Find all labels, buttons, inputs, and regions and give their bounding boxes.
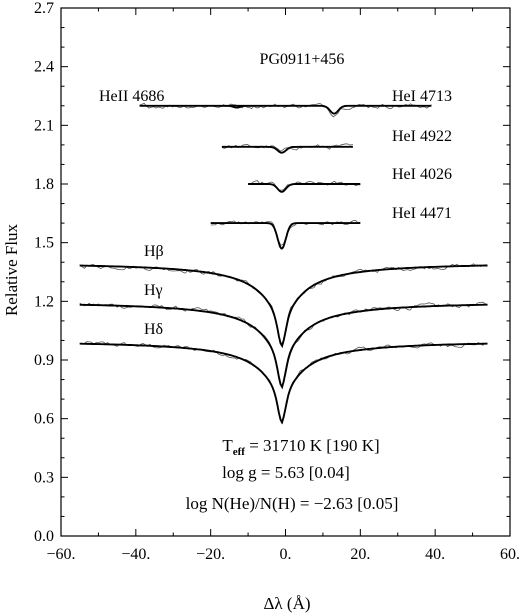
observed-spectrum-hei-4713 [139,102,432,118]
series-layer [79,102,488,425]
model-fit-hbeta [79,264,488,349]
y-tick-label: 1.8 [34,176,54,193]
y-tick-label: 2.1 [34,117,54,134]
y-tick-label: 0.9 [34,352,54,369]
x-tick-label: 0. [280,546,292,563]
x-tick-label: −20. [196,546,225,563]
y-tick-label: 1.2 [34,293,54,310]
y-axis-label: Relative Flux [2,223,21,316]
x-tick-label: −40. [121,546,150,563]
teff-symbol: T [222,436,233,455]
helium-abundance-annotation: log N(He)/N(H) = −2.63 [0.05] [186,494,399,513]
series-label-hei-4026: HeI 4026 [392,166,452,183]
y-tick-label: 2.4 [34,59,54,76]
teff-annotation: Teff = 31710 K [190 K] [222,436,379,458]
model-fit-hei-4471 [210,222,361,250]
y-tick-label: 0.3 [34,469,54,486]
x-tick-label: −60. [46,546,75,563]
y-tick-label: 1.5 [34,235,54,252]
logg-annotation: log g = 5.63 [0.04] [222,463,350,482]
model-fit-hei-4713 [139,104,432,115]
y-tick-label: 2.7 [34,0,54,17]
series-label-hbeta: Hβ [144,243,164,260]
series-label-hgamma: Hγ [144,282,163,299]
series-label-hei-4713: HeI 4713 [392,88,452,105]
chart-title: PG0911+456 [260,51,345,68]
series-label-hdelta: Hδ [144,321,163,338]
observed-spectrum-hei-4026 [248,180,361,191]
model-fit-heii-4686 [221,105,252,109]
teff-value: = 31710 K [190 K] [245,436,380,455]
x-axis-label: Δλ (Å) [263,594,310,613]
x-tick-label: 20. [350,546,370,563]
x-tick-label: 40. [425,546,445,563]
x-tick-label: 60. [500,546,520,563]
series-label-hei-4471: HeI 4471 [392,205,452,222]
series-label-hei-4922: HeI 4922 [392,128,452,145]
model-fit-hei-4922 [221,145,353,154]
axis-ticks: −60. −40. −20. 0. 20. 40. 60. 0.0 0.3 0.6 0.9 1.2 1.… [34,0,520,563]
model-fit-hgamma [79,303,488,390]
model-fit-hdelta [79,342,488,425]
model-fit-hei-4026 [248,183,361,193]
series-label-heii-4686: HeII 4686 [99,88,164,105]
y-tick-label: 0.0 [34,528,54,545]
y-tick-label: 0.6 [34,411,54,428]
teff-subscript: eff [233,446,246,458]
